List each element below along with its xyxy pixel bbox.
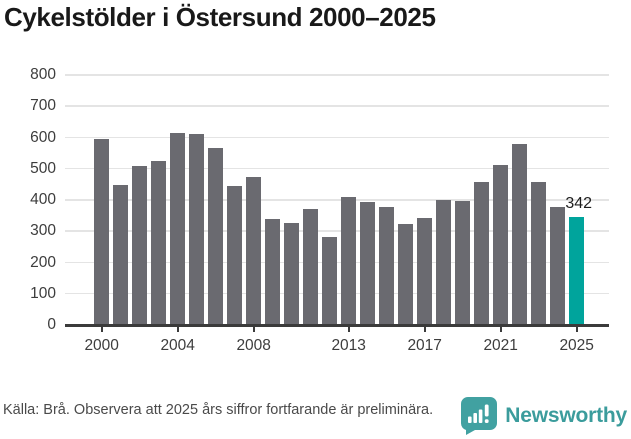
x-tick-label-2013: 2013: [331, 337, 366, 354]
bar-2008: [246, 176, 261, 324]
bar-2000: [94, 139, 109, 324]
y-tick-label-100: 100: [30, 284, 56, 302]
newsworthy-logo: Newsworthy: [461, 397, 627, 435]
chart-title: Cykelstölder i Östersund 2000–2025: [4, 2, 436, 32]
bar-2022: [512, 143, 527, 324]
gridline-700: [65, 105, 609, 107]
y-tick-label-500: 500: [30, 159, 56, 177]
gridline-300: [65, 230, 609, 232]
x-tick-2004: [176, 326, 179, 332]
gridline-500: [65, 167, 609, 170]
bar-2017: [417, 218, 432, 324]
gridline-200: [65, 261, 609, 263]
bar-2001: [113, 185, 128, 324]
bar-2016: [398, 224, 413, 324]
bar-2003: [151, 160, 166, 324]
x-axis-line: [65, 324, 609, 327]
x-tick-2008: [252, 326, 255, 332]
y-tick-label-0: 0: [47, 316, 56, 333]
x-tick-2025: [575, 326, 578, 332]
bar-2021: [493, 164, 508, 324]
bar-2014: [360, 201, 375, 324]
bar-2023: [531, 182, 546, 324]
x-tick-label-2021: 2021: [483, 337, 518, 354]
x-tick-label-2008: 2008: [236, 337, 271, 354]
bar-2002: [132, 165, 147, 324]
newsworthy-speech-bubble-bar-chart-icon: [461, 397, 498, 435]
x-tick-label-2017: 2017: [407, 337, 442, 354]
x-tick-label-2004: 2004: [160, 337, 195, 354]
bar-2005: [189, 134, 204, 324]
bar-2018: [436, 199, 451, 324]
gridline-600: [65, 136, 609, 138]
y-tick-label-400: 400: [30, 191, 56, 208]
bar-2020: [474, 181, 489, 324]
bar-2025: [569, 217, 584, 324]
bar-2012: [322, 236, 337, 324]
x-tick-label-2000: 2000: [84, 337, 119, 354]
newsworthy-brand-text: Newsworthy: [505, 404, 627, 427]
bar-2009: [265, 218, 280, 324]
bar-2011: [303, 208, 318, 324]
bar-2024: [550, 207, 565, 324]
bar-2010: [284, 222, 299, 324]
y-tick-label-200: 200: [30, 253, 56, 271]
bar-2006: [208, 148, 223, 324]
x-tick-2013: [347, 326, 350, 332]
x-tick-2017: [423, 326, 426, 332]
source-note: Källa: Brå. Observera att 2025 års siffr…: [3, 402, 434, 418]
gridline-100: [65, 292, 609, 295]
x-tick-2021: [499, 326, 502, 332]
bar-2019: [455, 200, 470, 324]
y-tick-label-300: 300: [30, 222, 56, 240]
bar-2004: [170, 132, 185, 324]
y-tick-label-800: 800: [30, 66, 56, 83]
bar-2013: [341, 197, 356, 324]
gridline-400: [65, 199, 609, 201]
gridline-800: [65, 74, 609, 76]
x-tick-label-2025: 2025: [559, 337, 594, 354]
y-tick-label-600: 600: [30, 128, 56, 146]
highlight-value-label: 342: [565, 195, 593, 213]
bar-2007: [227, 186, 242, 324]
y-tick-label-700: 700: [30, 97, 56, 115]
bar-2015: [379, 206, 394, 324]
x-tick-2000: [100, 326, 103, 332]
